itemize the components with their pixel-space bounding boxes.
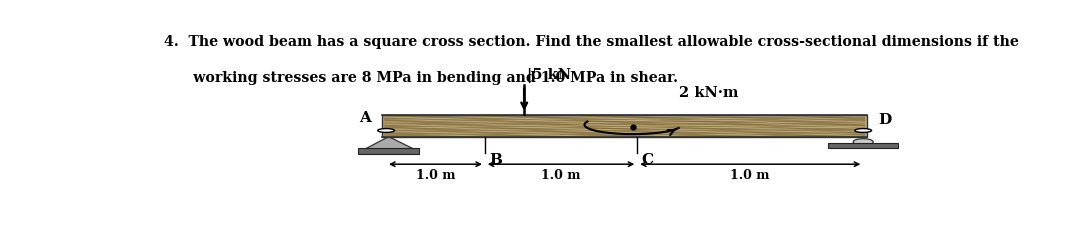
Circle shape xyxy=(378,129,394,132)
Bar xyxy=(382,115,867,137)
Text: 2 kN·m: 2 kN·m xyxy=(679,85,739,100)
Polygon shape xyxy=(365,137,414,149)
Text: 4.  The wood beam has a square cross section. Find the smallest allowable cross-: 4. The wood beam has a square cross sect… xyxy=(164,35,1020,49)
Text: A: A xyxy=(360,111,372,125)
Circle shape xyxy=(855,129,872,132)
Bar xyxy=(828,144,899,148)
Ellipse shape xyxy=(853,139,874,145)
Text: B: B xyxy=(489,153,502,167)
Bar xyxy=(359,148,419,154)
Text: |5 kN: |5 kN xyxy=(527,68,571,83)
Text: working stresses are 8 MPa in bending and 1.0 MPa in shear.: working stresses are 8 MPa in bending an… xyxy=(164,71,678,85)
Text: C: C xyxy=(642,153,653,167)
Text: D: D xyxy=(878,113,891,127)
Text: 1.0 m: 1.0 m xyxy=(416,169,456,182)
Text: 1.0 m: 1.0 m xyxy=(541,169,581,182)
Text: 1.0 m: 1.0 m xyxy=(730,169,770,182)
